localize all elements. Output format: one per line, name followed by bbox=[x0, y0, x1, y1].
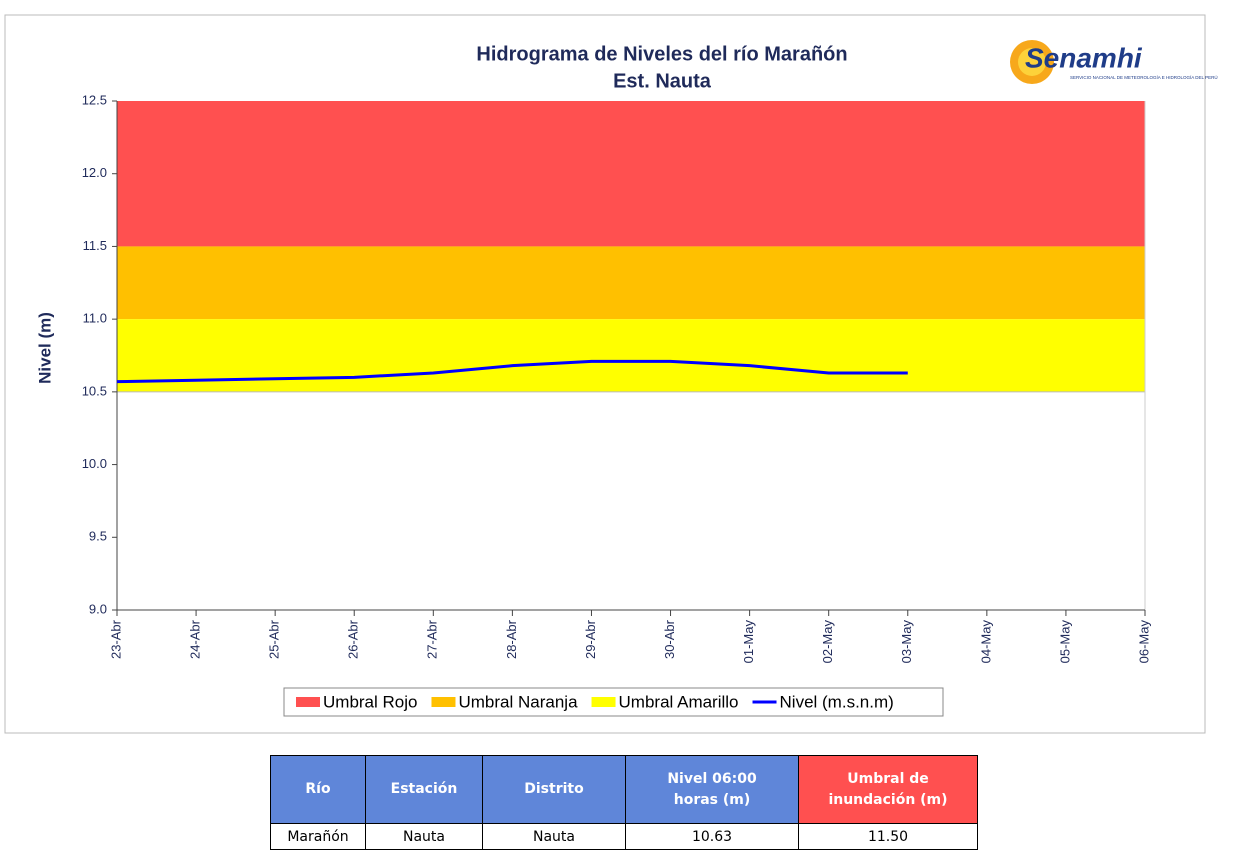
y-tick-label: 9.5 bbox=[89, 529, 107, 544]
y-tick-label: 11.5 bbox=[83, 238, 107, 253]
y-tick-label: 10.0 bbox=[82, 456, 107, 471]
x-tick-label: 04-May bbox=[978, 620, 993, 664]
legend-label: Umbral Amarillo bbox=[619, 692, 739, 711]
logo-tagline: SERVICIO NACIONAL DE METEOROLOGÍA E HIDR… bbox=[1070, 74, 1218, 80]
y-tick-label: 12.0 bbox=[82, 165, 107, 180]
logo-name: Senamhi bbox=[1025, 42, 1143, 73]
x-tick-label: 03-May bbox=[899, 620, 914, 664]
legend-swatch bbox=[591, 697, 616, 707]
x-tick-label: 30-Abr bbox=[662, 619, 677, 659]
threshold-band bbox=[117, 319, 1145, 392]
x-tick-label: 01-May bbox=[741, 620, 756, 664]
cell: Nauta bbox=[365, 823, 483, 850]
level-line bbox=[116, 359, 908, 384]
header-cell: Estación bbox=[365, 755, 483, 824]
x-tick-label: 06-May bbox=[1136, 620, 1151, 664]
table-row: Marañón Nauta Nauta 10.63 11.50 bbox=[270, 823, 978, 850]
legend-swatch bbox=[296, 697, 320, 707]
legend-label: Nivel (m.s.n.m) bbox=[780, 692, 894, 711]
chart-title: Hidrograma de Niveles del río Marañón bbox=[476, 43, 847, 65]
x-tick-label: 23-Abr bbox=[108, 619, 123, 659]
x-tick-label: 27-Abr bbox=[425, 619, 440, 659]
y-tick-label: 12.5 bbox=[82, 92, 107, 107]
logo: Senamhi SERVICIO NACIONAL DE METEOROLOGÍ… bbox=[1010, 40, 1218, 84]
y-tick-label: 9.0 bbox=[89, 601, 107, 616]
x-tick-label: 26-Abr bbox=[346, 619, 361, 659]
x-tick-label: 24-Abr bbox=[188, 619, 203, 659]
y-axis-label: Nivel (m) bbox=[35, 312, 54, 384]
chart: Hidrograma de Niveles del río Marañón Es… bbox=[4, 14, 1218, 734]
table: Río Estación Distrito Nivel 06:00 horas … bbox=[270, 755, 978, 850]
cell: Marañón bbox=[270, 823, 366, 850]
legend-label: Umbral Rojo bbox=[323, 692, 417, 711]
cell: Nauta bbox=[482, 823, 626, 850]
logo-sun-core bbox=[1018, 48, 1046, 76]
legend-swatch bbox=[431, 697, 456, 707]
y-tick-label: 11.0 bbox=[83, 311, 107, 326]
threshold-band bbox=[117, 101, 1145, 247]
cell: 11.50 bbox=[798, 823, 978, 850]
legend-label: Umbral Naranja bbox=[458, 692, 578, 711]
x-tick-label: 25-Abr bbox=[267, 619, 282, 659]
x-tick-label: 28-Abr bbox=[504, 619, 519, 659]
header-cell: Umbral de inundación (m) bbox=[798, 755, 978, 824]
table-header: Río Estación Distrito Nivel 06:00 horas … bbox=[270, 755, 978, 824]
chart-subtitle: Est. Nauta bbox=[613, 70, 712, 92]
x-tick-label: 02-May bbox=[820, 620, 835, 664]
x-tick-label: 29-Abr bbox=[583, 619, 598, 659]
header-cell: Distrito bbox=[482, 755, 626, 824]
threshold-band bbox=[117, 246, 1145, 320]
x-tick-label: 05-May bbox=[1057, 620, 1072, 664]
header-cell: Río bbox=[270, 755, 366, 824]
cell: 10.63 bbox=[625, 823, 799, 850]
y-tick-label: 10.5 bbox=[82, 383, 107, 398]
header-cell: Nivel 06:00 horas (m) bbox=[625, 755, 799, 824]
